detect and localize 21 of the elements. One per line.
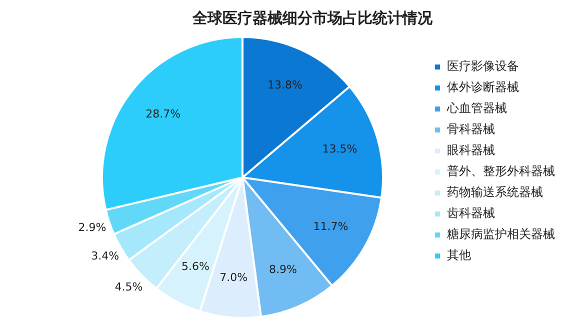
data-label: 8.9% — [268, 263, 297, 276]
legend-label: 药物输送系统器械 — [447, 185, 543, 200]
legend-label: 糖尿病监护相关器械 — [447, 227, 555, 242]
data-label: 28.7% — [146, 108, 181, 121]
legend-label: 医疗影像设备 — [447, 59, 519, 74]
data-label: 5.6% — [181, 260, 210, 273]
legend-label: 齿科器械 — [447, 206, 495, 220]
legend-label: 体外诊断器械 — [447, 80, 519, 94]
data-label: 13.8% — [268, 78, 302, 92]
data-label: 4.5% — [114, 280, 143, 294]
legend-label: 骨科器械 — [447, 122, 495, 136]
data-label: 13.5% — [322, 142, 358, 156]
legend-label: 其他 — [447, 248, 471, 262]
data-label: 11.7% — [313, 220, 348, 233]
chart-title: 全球医疗器械细分市场占比统计情况 — [192, 8, 434, 27]
data-label: 2.9% — [78, 220, 106, 234]
data-label: 3.4% — [91, 249, 120, 262]
legend-label: 眼科器械 — [447, 143, 495, 158]
data-label: 7.0% — [220, 271, 248, 284]
legend-label: 心血管器械 — [446, 101, 507, 116]
legend-label: 普外、整形外科器械 — [447, 164, 555, 178]
